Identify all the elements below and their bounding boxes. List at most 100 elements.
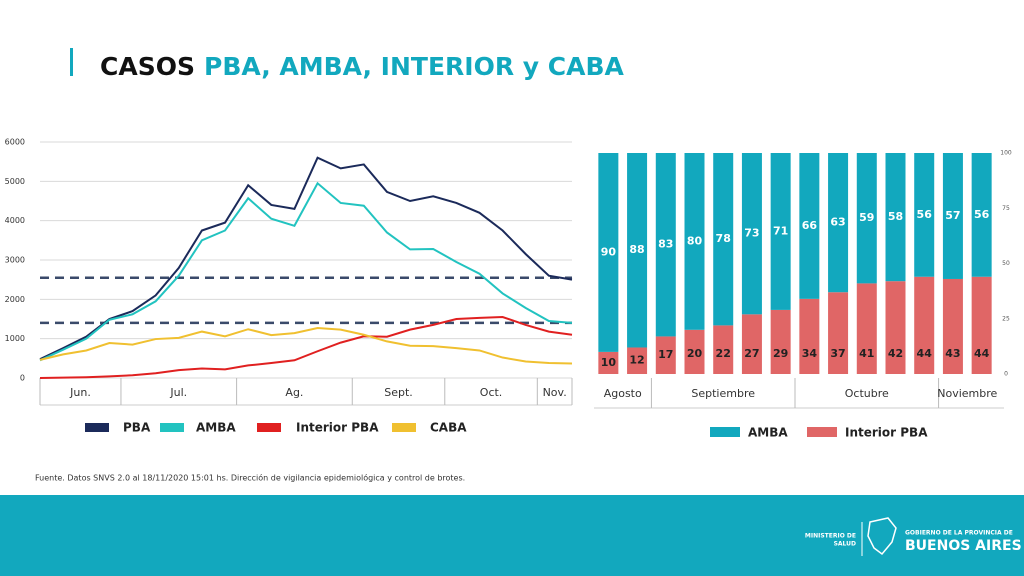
x-group-label: Octubre [845, 387, 889, 400]
y-tick-label: 4000 [5, 216, 25, 225]
province-text: BUENOS AIRES [905, 538, 1022, 554]
bar-value-label: 83 [658, 238, 673, 251]
bar-segment [770, 153, 791, 310]
bar-value-label: 71 [773, 224, 788, 237]
bar-value-label: 57 [945, 209, 960, 222]
y-tick-label: 2000 [5, 295, 25, 304]
bar-value-label: 17 [658, 348, 673, 361]
legend-swatch [710, 427, 740, 437]
bar-segment [914, 276, 935, 374]
title: CASOS [100, 52, 195, 81]
x-group-label: Jul. [169, 386, 187, 399]
bar-segment [770, 309, 791, 374]
series-line [39, 156, 573, 361]
bar-value-label: 58 [888, 210, 903, 223]
y-tick-label: 25 [1002, 315, 1010, 322]
x-group-label: Septiembre [691, 387, 755, 400]
bar-segment [713, 153, 734, 326]
y-tick-label: 0 [1004, 371, 1008, 378]
bar-segment [684, 329, 705, 374]
series-line [39, 181, 573, 362]
y-tick-label: 75 [1002, 205, 1010, 212]
y-tick-label: 0 [20, 374, 25, 383]
bar-value-label: 43 [945, 347, 960, 360]
bar-segment [942, 278, 963, 374]
bar-value-label: 56 [974, 208, 990, 221]
bar-segment [627, 347, 648, 374]
legend-label: AMBA [196, 421, 236, 435]
bar-segment [971, 153, 992, 277]
bar-segment [799, 153, 820, 299]
bar-value-label: 12 [629, 354, 644, 367]
bar-segment [885, 281, 906, 374]
legend-label: CABA [430, 421, 467, 435]
legend-label: PBA [123, 421, 151, 435]
bar-segment [598, 153, 619, 352]
legend-swatch [257, 423, 281, 432]
subtitle: PBA, AMBA, INTERIOR y CABA [204, 52, 625, 81]
bar-segment [856, 153, 877, 284]
bar-segment [914, 153, 935, 277]
bar-value-label: 41 [859, 347, 874, 360]
legend-swatch [392, 423, 416, 432]
government-text: GOBIERNO DE LA PROVINCIA DE [905, 530, 1013, 537]
footer-band [0, 495, 1024, 576]
bar-value-label: 80 [687, 234, 703, 247]
y-tick-label: 100 [1000, 150, 1012, 157]
y-tick-label: 5000 [5, 177, 25, 186]
bar-segment [598, 351, 619, 374]
bar-value-label: 34 [802, 347, 818, 360]
bar-value-label: 44 [917, 347, 933, 360]
legend-label: Interior PBA [296, 421, 379, 435]
bar-segment [856, 283, 877, 374]
bar-value-label: 73 [744, 227, 759, 240]
bar-value-label: 59 [859, 211, 874, 224]
bar-value-label: 66 [802, 219, 818, 232]
bar-value-label: 44 [974, 347, 990, 360]
bar-value-label: 10 [601, 356, 617, 369]
legend-label: Interior PBA [845, 426, 928, 440]
bar-value-label: 29 [773, 347, 788, 360]
x-group-label: Jun. [69, 386, 91, 399]
y-tick-label: 1000 [5, 334, 25, 343]
bar-segment [741, 314, 762, 374]
ministry-line: SALUD [834, 541, 856, 548]
bar-segment [799, 298, 820, 374]
legend-label: AMBA [748, 426, 788, 440]
bar-value-label: 56 [917, 208, 933, 221]
x-group-label: Ag. [285, 386, 303, 399]
legend-swatch [160, 423, 184, 432]
bar-segment [684, 153, 705, 330]
title-bar [70, 48, 73, 76]
bar-value-label: 42 [888, 347, 903, 360]
series-line [39, 316, 573, 379]
bar-segment [655, 336, 676, 374]
y-tick-label: 6000 [5, 138, 25, 147]
x-group-label: Nov. [543, 386, 567, 399]
bar-segment [828, 153, 849, 293]
bar-value-label: 78 [716, 232, 731, 245]
ministry-line: MINISTERIO DE [805, 533, 856, 540]
x-group-label: Noviembre [937, 387, 997, 400]
bar-value-label: 63 [830, 216, 845, 229]
bar-segment [885, 153, 906, 282]
x-group-label: Sept. [384, 386, 413, 399]
bar-value-label: 27 [744, 347, 759, 360]
province-icon [867, 517, 897, 556]
bar-value-label: 22 [716, 347, 731, 360]
y-tick-label: 50 [1002, 260, 1010, 267]
bar-value-label: 88 [629, 243, 644, 256]
source-note: Fuente. Datos SNVS 2.0 al 18/11/2020 15:… [35, 473, 465, 483]
bar-segment [713, 325, 734, 374]
bar-segment [741, 153, 762, 315]
legend-swatch [85, 423, 109, 432]
bar-segment [828, 292, 849, 374]
bar-segment [942, 153, 963, 279]
bar-value-label: 37 [830, 347, 845, 360]
legend-swatch [807, 427, 837, 437]
y-tick-label: 3000 [5, 256, 25, 265]
series-line [39, 327, 573, 365]
bar-value-label: 90 [601, 245, 617, 258]
x-group-label: Agosto [604, 387, 642, 400]
